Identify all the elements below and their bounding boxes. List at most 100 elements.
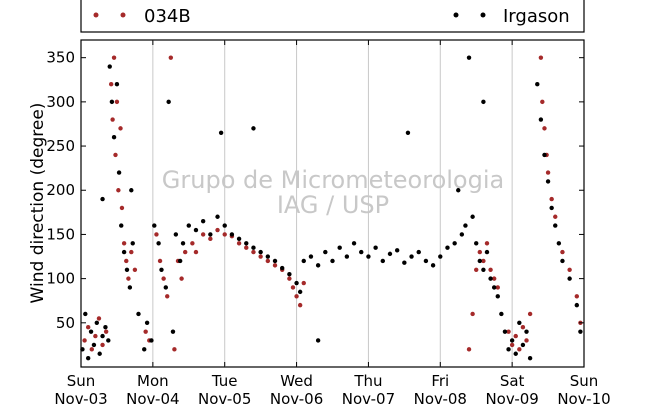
data-point xyxy=(100,196,105,202)
data-point xyxy=(116,188,121,193)
data-point xyxy=(208,232,213,237)
x-tick-label-date: Nov-05 xyxy=(198,390,251,408)
data-point xyxy=(315,338,321,343)
data-point xyxy=(121,249,127,255)
data-point xyxy=(394,248,400,253)
data-point xyxy=(452,241,457,246)
data-point xyxy=(124,267,130,272)
x-tick-label-day: Sun xyxy=(67,372,96,390)
data-point xyxy=(290,285,296,290)
data-point xyxy=(474,267,479,272)
legend-box xyxy=(80,0,585,33)
data-point xyxy=(119,205,125,211)
legend-marker-irgason-2 xyxy=(480,12,486,18)
data-point xyxy=(380,258,385,264)
legend-marker-irgason-1 xyxy=(453,12,459,18)
data-point xyxy=(83,311,88,317)
data-point xyxy=(567,276,572,281)
data-point xyxy=(251,126,256,131)
data-point xyxy=(103,329,109,334)
data-point xyxy=(542,152,547,158)
data-point xyxy=(520,325,526,330)
data-point xyxy=(481,99,486,105)
data-point xyxy=(110,117,115,122)
legend-marker-034b-1 xyxy=(93,12,99,18)
data-point xyxy=(373,245,378,250)
data-point xyxy=(301,258,306,264)
data-point xyxy=(509,338,515,343)
data-point xyxy=(477,249,483,255)
data-point xyxy=(323,249,328,255)
y-tick-label: 100 xyxy=(46,270,75,288)
data-point xyxy=(94,320,100,326)
axis-ticks: SunNov-03MonNov-04TueNov-05WedNov-06ThuN… xyxy=(46,40,611,408)
data-point xyxy=(149,338,154,343)
data-point xyxy=(527,311,533,317)
data-point xyxy=(549,196,554,202)
data-point xyxy=(108,81,114,87)
data-point xyxy=(549,205,554,211)
data-point xyxy=(265,258,271,264)
y-tick-label: 250 xyxy=(46,137,75,155)
data-point xyxy=(481,267,486,272)
data-point xyxy=(91,342,97,348)
data-point xyxy=(488,276,493,281)
watermark-line-1: Grupo de Micrometeorologia xyxy=(162,166,504,194)
data-point xyxy=(538,117,544,122)
data-point xyxy=(93,333,98,339)
data-point xyxy=(222,223,227,228)
data-point xyxy=(193,227,199,233)
data-point xyxy=(517,320,522,326)
data-point xyxy=(126,276,131,281)
data-point xyxy=(96,316,102,321)
data-point xyxy=(163,285,168,290)
data-point xyxy=(280,265,285,271)
data-point xyxy=(499,311,504,317)
data-point xyxy=(157,258,163,264)
data-point xyxy=(578,329,583,334)
data-point xyxy=(294,294,299,299)
y-tick-label: 150 xyxy=(46,225,75,243)
data-point xyxy=(351,241,357,246)
data-point xyxy=(114,81,120,87)
data-point xyxy=(182,249,188,255)
data-point xyxy=(474,241,479,246)
data-point xyxy=(545,170,551,175)
x-tick-label-date: Nov-04 xyxy=(126,390,179,408)
data-point xyxy=(132,267,138,272)
data-point xyxy=(165,294,170,299)
data-point xyxy=(97,351,102,356)
data-point xyxy=(287,272,292,277)
data-point xyxy=(222,232,227,237)
data-point xyxy=(491,285,497,290)
data-point xyxy=(109,99,115,105)
data-point xyxy=(265,254,271,259)
x-tick-label-date: Nov-03 xyxy=(54,390,107,408)
data-point xyxy=(258,254,263,259)
data-point xyxy=(186,223,191,228)
series-034b xyxy=(82,55,583,352)
data-point xyxy=(173,232,179,237)
data-point xyxy=(107,64,112,69)
data-point xyxy=(127,285,133,290)
data-point xyxy=(513,333,518,339)
data-point xyxy=(272,263,278,268)
data-point xyxy=(506,347,511,352)
data-point xyxy=(179,276,184,281)
data-point xyxy=(502,329,508,334)
data-point xyxy=(85,355,91,361)
data-point xyxy=(154,232,159,237)
data-point xyxy=(470,311,475,317)
data-point xyxy=(506,329,511,334)
data-point xyxy=(553,223,558,228)
x-tick-label-day: Tue xyxy=(211,372,238,390)
data-point xyxy=(85,325,91,330)
data-point xyxy=(111,135,117,140)
data-point xyxy=(459,232,465,237)
data-point xyxy=(520,342,526,348)
x-tick-label-day: Thu xyxy=(353,372,382,390)
data-point xyxy=(456,188,461,193)
x-tick-label-day: Mon xyxy=(137,372,169,390)
data-point xyxy=(244,241,249,246)
